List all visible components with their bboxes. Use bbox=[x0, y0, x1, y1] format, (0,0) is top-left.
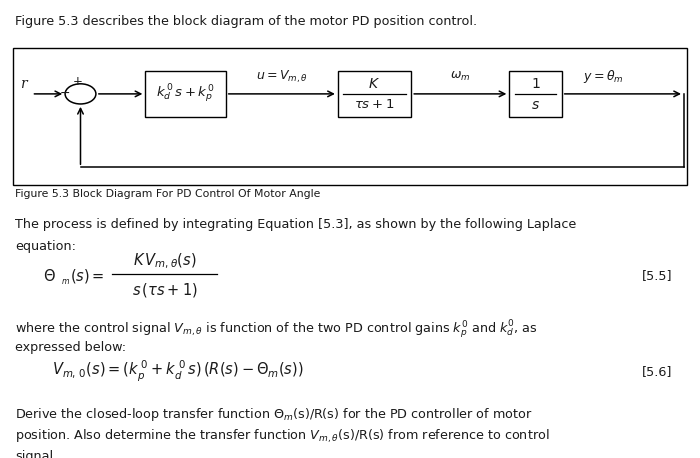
Text: $s$: $s$ bbox=[531, 98, 540, 112]
Text: where the control signal $V_{m,\theta}$ is function of the two PD control gains : where the control signal $V_{m,\theta}$ … bbox=[15, 319, 538, 341]
Text: $\tau s+1$: $\tau s+1$ bbox=[354, 98, 395, 111]
Text: $K$: $K$ bbox=[368, 77, 381, 91]
Bar bbox=[510, 71, 561, 117]
Text: $s\,(\tau s + 1)$: $s\,(\tau s + 1)$ bbox=[132, 281, 197, 300]
Text: $V_{m,\,0}(s) = (k_p^{\;0} + k_d^{\;0}\,s)\,(R(s) - \Theta_m(s))$: $V_{m,\,0}(s) = (k_p^{\;0} + k_d^{\;0}\,… bbox=[52, 360, 304, 384]
Text: Derive the closed-loop transfer function $\Theta_m$(s)/R(s) for the PD controlle: Derive the closed-loop transfer function… bbox=[15, 406, 533, 423]
Text: $_m$: $_m$ bbox=[61, 277, 70, 287]
Text: Figure 5.3 describes the block diagram of the motor PD position control.: Figure 5.3 describes the block diagram o… bbox=[15, 15, 477, 27]
Text: equation:: equation: bbox=[15, 240, 76, 253]
Text: [5.6]: [5.6] bbox=[642, 365, 672, 378]
Text: $u=V_{m,\theta}$: $u=V_{m,\theta}$ bbox=[256, 68, 308, 85]
Text: $y=\theta_m$: $y=\theta_m$ bbox=[583, 68, 624, 85]
Text: The process is defined by integrating Equation [5.3], as shown by the following : The process is defined by integrating Eq… bbox=[15, 218, 577, 231]
Text: signal.: signal. bbox=[15, 450, 57, 458]
Bar bbox=[146, 71, 225, 117]
Text: −: − bbox=[60, 87, 70, 100]
Text: position. Also determine the transfer function $V_{m,\theta}$(s)/R(s) from refer: position. Also determine the transfer fu… bbox=[15, 428, 550, 446]
Bar bbox=[337, 71, 412, 117]
Text: r: r bbox=[20, 77, 27, 91]
Text: $K\,V_{m,\theta}(s)$: $K\,V_{m,\theta}(s)$ bbox=[133, 251, 196, 271]
Text: $\omega_m$: $\omega_m$ bbox=[450, 70, 470, 83]
Text: $1$: $1$ bbox=[531, 77, 540, 91]
Bar bbox=[13, 48, 687, 185]
Text: Figure 5.3 Block Diagram For PD Control Of Motor Angle: Figure 5.3 Block Diagram For PD Control … bbox=[15, 189, 321, 199]
Text: expressed below:: expressed below: bbox=[15, 341, 127, 354]
Text: [5.5]: [5.5] bbox=[641, 269, 672, 282]
Text: $(s) =$: $(s) =$ bbox=[70, 267, 104, 285]
Text: $k_d^{\,0}\,s+k_p^{\,0}$: $k_d^{\,0}\,s+k_p^{\,0}$ bbox=[156, 83, 215, 105]
Text: +: + bbox=[73, 75, 83, 88]
Text: $\Theta$: $\Theta$ bbox=[43, 268, 56, 284]
